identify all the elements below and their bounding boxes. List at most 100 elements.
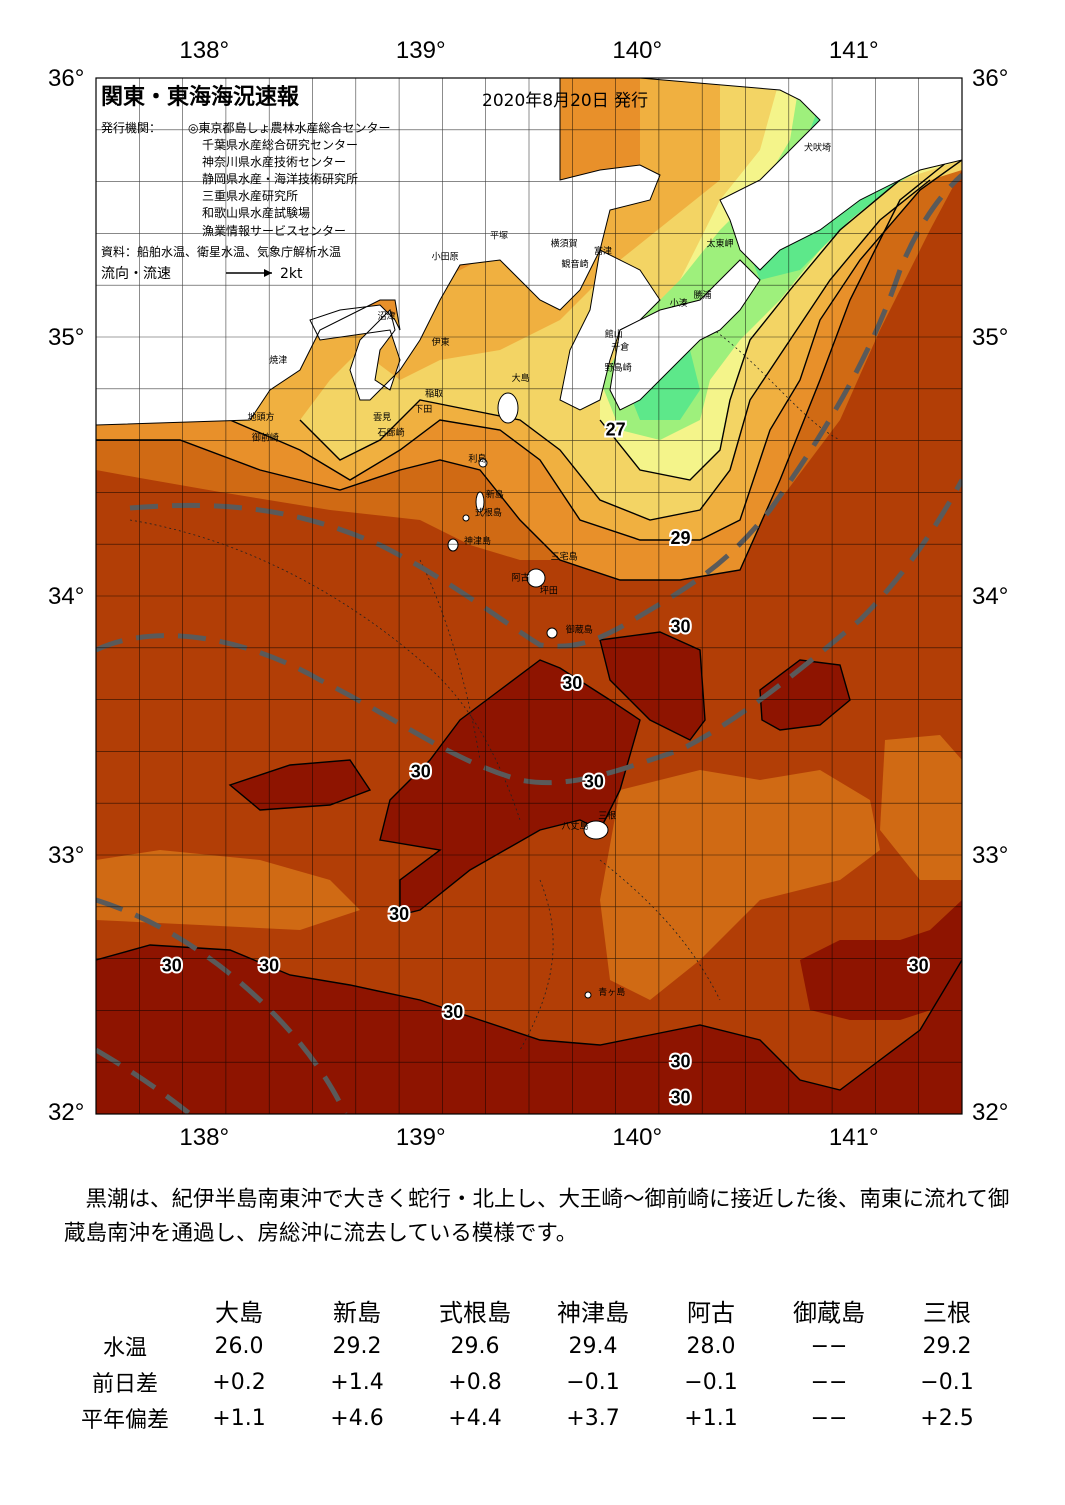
lon-tick-label: 139° [396, 1124, 446, 1151]
station-header: 式根島 [439, 1298, 511, 1327]
description-text: 黒潮は、紀伊半島南東沖で大きく蛇行・北上し、大王崎～御前崎に接近した後、南東に流… [64, 1187, 1010, 1246]
table-cell: +4.4 [448, 1405, 502, 1431]
temperature-contours [96, 149, 962, 1091]
lat-tick-label: 35° [48, 324, 84, 351]
table-cell: +1.1 [684, 1405, 738, 1431]
contour-value-label: 30 [443, 1002, 463, 1022]
island-kozushima [447, 538, 459, 552]
description: 黒潮は、紀伊半島南東沖で大きく蛇行・北上し、大王崎～御前崎に接近した後、南東に流… [64, 1183, 1014, 1251]
contour-value-label: 30 [162, 956, 182, 976]
lat-tick-label: 32° [972, 1099, 1008, 1126]
contour-value-label: 30 [584, 772, 604, 792]
map-frame [95, 77, 963, 1115]
island-miyakejima [526, 568, 546, 588]
table-cell: −0.1 [920, 1369, 974, 1395]
contour-value-label: 27 [606, 419, 626, 439]
contour-value-label: 30 [671, 1051, 691, 1071]
station-header: 御蔵島 [793, 1298, 865, 1327]
table-cell: 29.2 [332, 1333, 382, 1359]
place-label: 犬吠埼 [804, 142, 831, 154]
place-label: 雲見 [373, 412, 391, 423]
grid [96, 78, 962, 1114]
island-niijima [475, 491, 485, 513]
table-cell: +1.1 [212, 1405, 266, 1431]
axis-labels: 138° 138° 139° 139° 140° 140° 141° 141° 36° 36° 35… [48, 37, 1008, 1151]
lon-tick-label: 138° [179, 37, 229, 64]
station-header: 阿古 [687, 1298, 735, 1327]
table-cell: −0.1 [566, 1369, 620, 1395]
place-label: 石廊崎 [377, 426, 404, 438]
lat-tick-label: 35° [972, 324, 1008, 351]
place-label: 沼津 [377, 311, 395, 322]
map-title: 関東・東海海況速報 [101, 84, 300, 110]
place-label: 御蔵島 [566, 623, 593, 635]
lon-tick-label: 139° [396, 37, 446, 64]
table-cell: +1.4 [330, 1369, 384, 1395]
place-label: 新島 [486, 489, 504, 501]
place-label: 観音崎 [561, 258, 588, 270]
land [96, 78, 962, 426]
lon-tick-label: 141° [829, 1124, 879, 1151]
lon-tick-label: 140° [612, 37, 662, 64]
publisher-5: 三重県水産研究所 [202, 188, 298, 203]
station-header: 神津島 [557, 1298, 629, 1327]
publisher-4: 静岡県水産・海洋技術研究所 [202, 171, 358, 186]
place-label: 小湊 [670, 297, 688, 309]
lat-tick-label: 36° [48, 65, 84, 92]
place-label: 太東岬 [707, 237, 734, 249]
station-header: 大島 [215, 1298, 263, 1327]
place-label: 横須賀 [551, 237, 578, 249]
place-label: 稲取 [425, 388, 443, 400]
lon-tick-label: 141° [829, 37, 879, 64]
station-header: 新島 [333, 1298, 381, 1327]
island-toshima [478, 458, 488, 468]
contour-value-label: 30 [562, 673, 582, 693]
table-row: 前日差 +0.2 +1.4 +0.8 −0.1 −0.1 −− −0.1 [70, 1364, 1006, 1400]
data-source: 資料：船舶水温、衛星水温、気象庁解析水温 [101, 244, 341, 259]
flow-legend-scale: 2kt [280, 266, 303, 282]
lat-tick-label: 36° [972, 65, 1008, 92]
table-cell: 28.0 [686, 1333, 736, 1359]
place-label: 大島 [512, 372, 530, 384]
contour-value-label: 30 [389, 904, 409, 924]
contour-value-label: 29 [671, 528, 691, 548]
place-label: 勝浦 [694, 289, 712, 301]
flow-legend-label: 流向・流速 [101, 266, 171, 282]
lon-tick-label: 138° [179, 1124, 229, 1151]
table-cell: +0.2 [212, 1369, 266, 1395]
station-header: 三根 [923, 1298, 971, 1327]
map-header: 関東・東海海況速報 2020年8月20日 発行 発行機関： ◎東京都島しょ農林水… [101, 84, 648, 282]
issue-date: 2020年8月20日 発行 [482, 91, 648, 111]
temp-zone-28-29-south [600, 770, 880, 1000]
kuroshio-axis [96, 173, 962, 1114]
temp-zone-ge30-se [800, 900, 962, 1020]
place-label: 神津島 [464, 535, 491, 547]
temp-zone-ge30-mid-w [230, 760, 370, 810]
place-label: 焼津 [269, 355, 287, 366]
place-label: 利島 [468, 452, 486, 464]
table-cell: 29.6 [450, 1333, 500, 1359]
lat-tick-label: 34° [48, 583, 84, 610]
publisher-6: 和歌山県水産試験場 [202, 205, 310, 220]
island-shikinejima [462, 514, 470, 522]
place-label: 八丈島 [561, 820, 588, 832]
lat-tick-label: 33° [48, 842, 84, 869]
table-cell: +0.8 [448, 1369, 502, 1395]
contour-value-label: 30 [411, 761, 431, 781]
place-label: 御前崎 [252, 432, 279, 444]
place-label: 伊東 [432, 336, 450, 348]
lat-tick-label: 32° [48, 1099, 84, 1126]
table-cell: −0.1 [684, 1369, 738, 1395]
publisher-3: 神奈川県水産技術センター [202, 154, 346, 169]
place-label: 平塚 [490, 231, 508, 242]
lat-tick-label: 33° [972, 842, 1008, 869]
place-label: 富津 [594, 245, 612, 257]
island-oshima [497, 392, 519, 424]
contour-labels: 27 29 30 30 30 30 30 30 30 30 30 30 30 [160, 417, 931, 1109]
table-row: 水温 26.0 29.2 29.6 29.4 28.0 −− 29.2 [70, 1328, 1006, 1364]
place-label: 三根 [598, 810, 616, 822]
table-cell: 29.2 [922, 1333, 972, 1359]
row-label: 水温 [102, 1336, 147, 1361]
place-label: 三宅島 [551, 551, 578, 563]
lon-tick-label: 140° [612, 1124, 662, 1151]
